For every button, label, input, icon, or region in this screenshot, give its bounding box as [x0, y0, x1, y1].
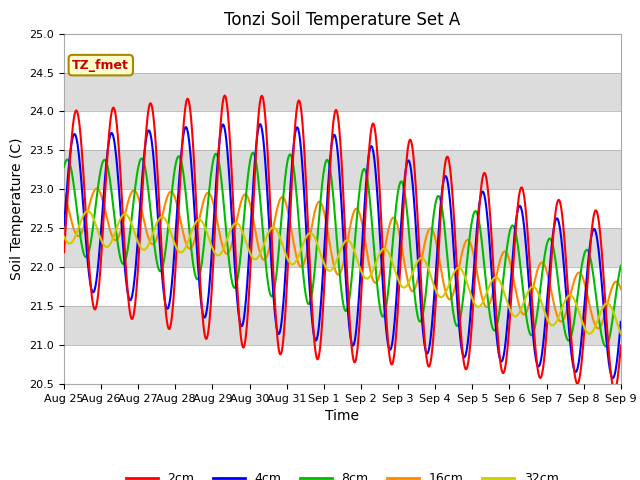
Bar — [64, 150, 621, 189]
X-axis label: Time: Time — [325, 409, 360, 423]
Bar — [64, 228, 621, 267]
Text: TZ_fmet: TZ_fmet — [72, 59, 129, 72]
Bar — [64, 306, 621, 345]
Bar — [64, 34, 621, 72]
Bar — [64, 267, 621, 306]
Legend: 2cm, 4cm, 8cm, 16cm, 32cm: 2cm, 4cm, 8cm, 16cm, 32cm — [122, 467, 563, 480]
Bar — [64, 345, 621, 384]
Y-axis label: Soil Temperature (C): Soil Temperature (C) — [10, 138, 24, 280]
Bar — [64, 111, 621, 150]
Title: Tonzi Soil Temperature Set A: Tonzi Soil Temperature Set A — [224, 11, 461, 29]
Bar — [64, 189, 621, 228]
Bar — [64, 72, 621, 111]
